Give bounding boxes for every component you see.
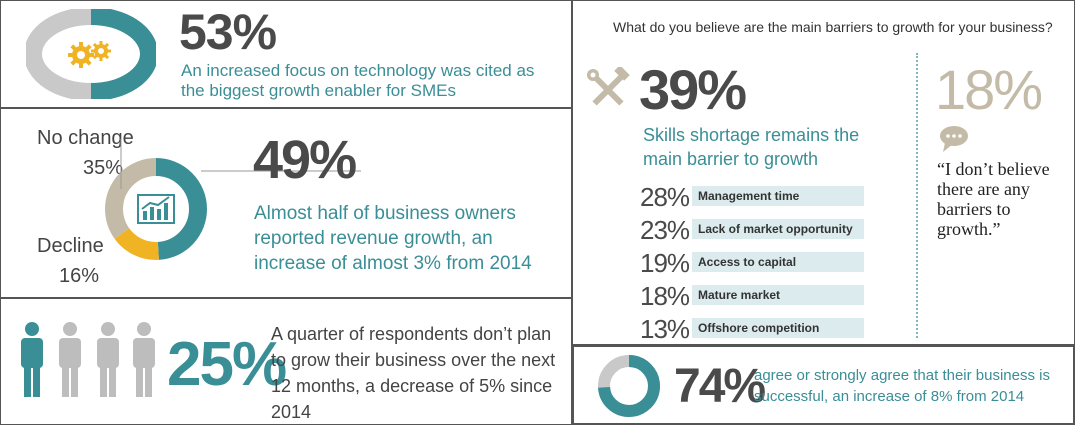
panel-revenue: No change 35% Decline 16% 49% Almost hal… xyxy=(0,108,572,298)
leader-lines xyxy=(120,139,361,189)
barrier-percent: 19% xyxy=(640,248,690,278)
barrier-bar xyxy=(692,219,864,239)
person-icon xyxy=(59,322,81,397)
decline-value: 16% xyxy=(59,265,100,287)
vertical-divider xyxy=(916,53,918,338)
no-change-label: No change xyxy=(37,127,134,149)
technology-description: An increased focus on technology was cit… xyxy=(181,61,535,100)
no-growth-description: A quarter of respondents don’t plan to g… xyxy=(271,324,556,422)
revenue-description: Almost half of business owners reported … xyxy=(254,203,532,274)
revenue-ring xyxy=(105,158,207,260)
barrier-row: 18% Mature market xyxy=(640,281,864,311)
no-growth-value: 25% xyxy=(167,330,287,399)
barrier-label: Offshore competition xyxy=(698,321,820,335)
barrier-row: 13% Offshore competition xyxy=(640,314,864,344)
barrier-bars xyxy=(1,1,1075,346)
chart-icon xyxy=(137,194,175,224)
gears-icon xyxy=(68,41,111,68)
barrier-bar xyxy=(692,318,864,338)
barrier-percent: 23% xyxy=(640,215,690,245)
barrier-label: Access to capital xyxy=(698,255,797,269)
panel-technology: 53% An increased focus on technology was… xyxy=(0,0,572,108)
barrier-bar xyxy=(692,285,864,305)
no-barrier-value: 18% xyxy=(935,58,1043,121)
technology-value: 53% xyxy=(179,4,277,60)
barrier-percent: 28% xyxy=(640,182,690,212)
person-icon xyxy=(133,322,155,397)
person-icon xyxy=(97,322,119,397)
people-icons xyxy=(21,322,155,397)
decline-label: Decline xyxy=(37,235,104,257)
tools-icon xyxy=(587,67,630,106)
panel-success: 74% agree or strongly agree that their b… xyxy=(572,345,1075,425)
barrier-row: 28% Management time xyxy=(640,182,864,212)
main-barrier-value: 39% xyxy=(639,58,747,121)
barrier-bar xyxy=(692,252,864,272)
barrier-row: 19% Access to capital xyxy=(640,248,864,278)
success-ring xyxy=(598,355,660,417)
revenue-value: 49% xyxy=(253,130,357,190)
barrier-percent: 18% xyxy=(640,281,690,311)
main-barrier-description: Skills shortage remains the main barrier… xyxy=(643,125,860,169)
no-barrier-quote: “I don’t believe there are any barriers … xyxy=(937,159,1050,239)
barriers-question: What do you believe are the main barrier… xyxy=(613,19,1053,35)
barrier-row: 23% Lack of market opportunity xyxy=(640,215,864,245)
barrier-percent: 13% xyxy=(640,314,690,344)
barrier-label: Lack of market opportunity xyxy=(698,222,853,236)
speech-bubble-icon xyxy=(940,126,968,152)
person-icon xyxy=(21,322,43,397)
success-description: agree or strongly agree that their busin… xyxy=(754,367,1050,405)
barrier-label: Mature market xyxy=(698,288,781,302)
success-value: 74% xyxy=(674,360,766,413)
barrier-label: Management time xyxy=(698,189,800,203)
barrier-bar xyxy=(692,186,864,206)
panel-no-growth: 25% A quarter of respondents don’t plan … xyxy=(0,298,572,425)
no-change-value: 35% xyxy=(83,157,124,179)
technology-ring xyxy=(26,9,156,99)
